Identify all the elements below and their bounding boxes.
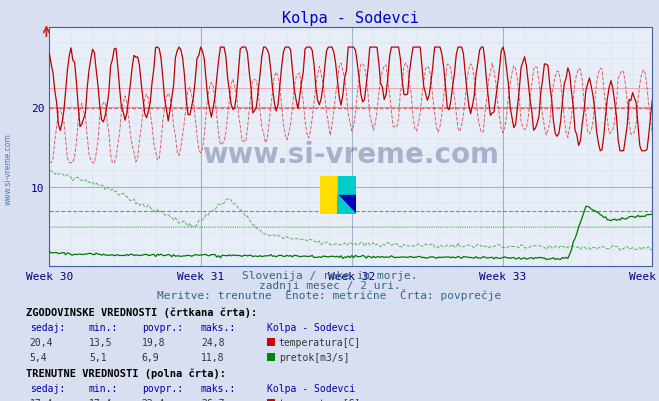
Text: www.si-vreme.com: www.si-vreme.com <box>3 133 13 204</box>
Text: pretok[m3/s]: pretok[m3/s] <box>279 352 349 363</box>
Text: maks.:: maks.: <box>201 383 236 393</box>
Text: 24,8: 24,8 <box>201 337 225 347</box>
Text: temperatura[C]: temperatura[C] <box>279 337 361 347</box>
Text: 20,4: 20,4 <box>30 337 53 347</box>
Text: 13,5: 13,5 <box>89 337 113 347</box>
Text: www.si-vreme.com: www.si-vreme.com <box>202 141 500 168</box>
Text: 19,8: 19,8 <box>142 337 165 347</box>
Text: 26,7: 26,7 <box>201 398 225 401</box>
Text: 17,4: 17,4 <box>30 398 53 401</box>
Title: Kolpa - Sodevci: Kolpa - Sodevci <box>283 10 419 26</box>
Polygon shape <box>338 176 356 195</box>
Text: temperatura[C]: temperatura[C] <box>279 398 361 401</box>
Text: 5,4: 5,4 <box>30 352 47 363</box>
Polygon shape <box>320 176 338 215</box>
Text: Kolpa - Sodevci: Kolpa - Sodevci <box>267 322 355 332</box>
Text: 22,4: 22,4 <box>142 398 165 401</box>
Text: ZGODOVINSKE VREDNOSTI (črtkana črta):: ZGODOVINSKE VREDNOSTI (črtkana črta): <box>26 306 258 317</box>
Text: 17,4: 17,4 <box>89 398 113 401</box>
Text: sedaj:: sedaj: <box>30 383 65 393</box>
Text: Slovenija / reke in morje.: Slovenija / reke in morje. <box>242 271 417 281</box>
Text: 6,9: 6,9 <box>142 352 159 363</box>
Text: povpr.:: povpr.: <box>142 383 183 393</box>
Text: zadnji mesec / 2 uri.: zadnji mesec / 2 uri. <box>258 281 401 291</box>
Text: Kolpa - Sodevci: Kolpa - Sodevci <box>267 383 355 393</box>
Text: povpr.:: povpr.: <box>142 322 183 332</box>
Text: sedaj:: sedaj: <box>30 322 65 332</box>
Text: Meritve: trenutne  Enote: metrične  Črta: povprečje: Meritve: trenutne Enote: metrične Črta: … <box>158 289 501 301</box>
Polygon shape <box>338 195 356 215</box>
Text: maks.:: maks.: <box>201 322 236 332</box>
Text: 5,1: 5,1 <box>89 352 107 363</box>
Text: min.:: min.: <box>89 322 119 332</box>
Text: 11,8: 11,8 <box>201 352 225 363</box>
Text: TRENUTNE VREDNOSTI (polna črta):: TRENUTNE VREDNOSTI (polna črta): <box>26 367 226 378</box>
Polygon shape <box>338 195 356 215</box>
Text: min.:: min.: <box>89 383 119 393</box>
